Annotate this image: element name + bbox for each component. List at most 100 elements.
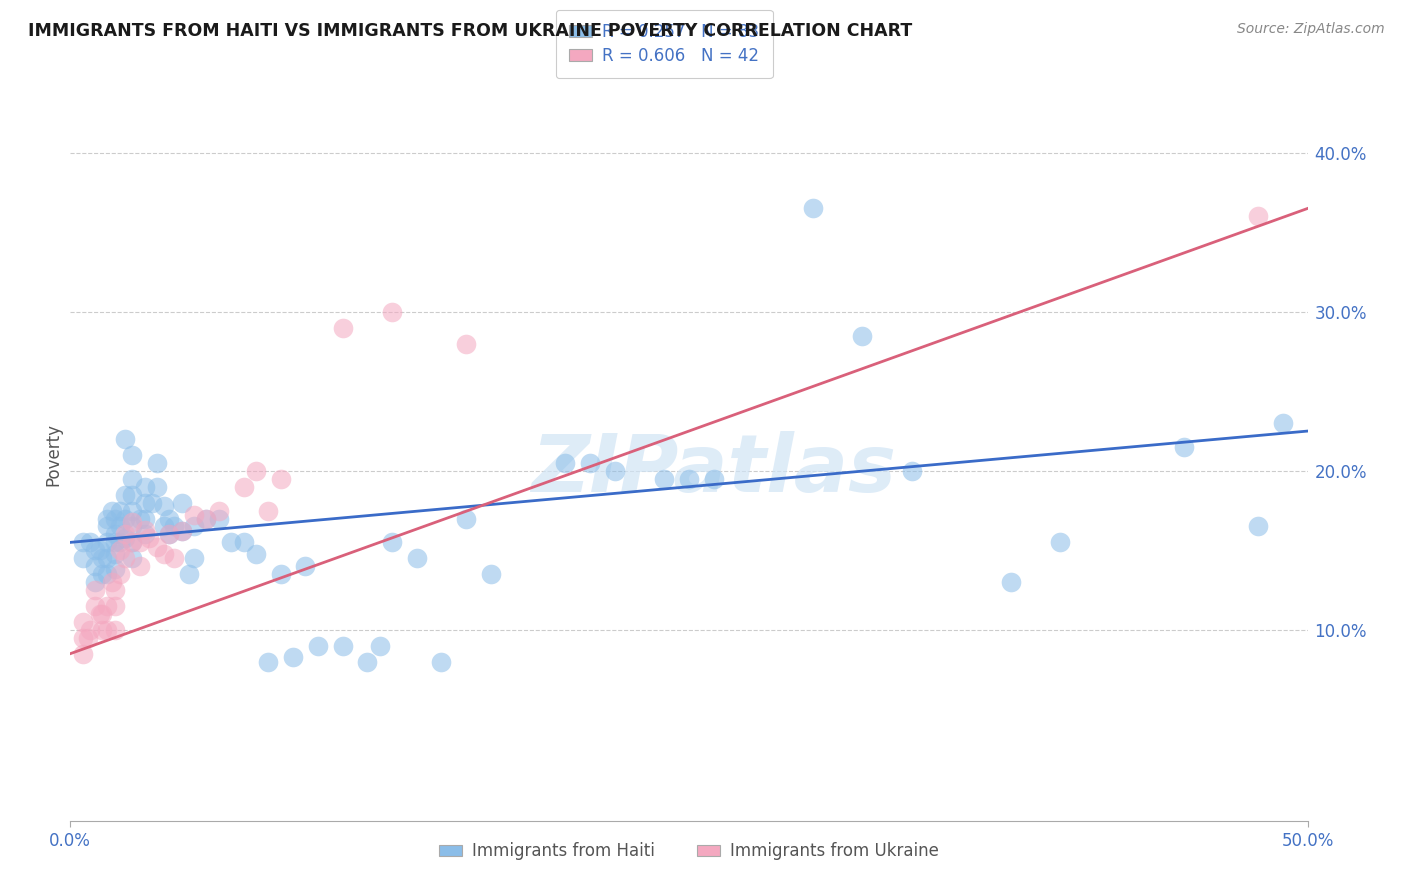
Point xyxy=(84,599,107,613)
Point xyxy=(195,511,218,525)
Point xyxy=(208,503,231,517)
Point xyxy=(89,607,111,621)
Point xyxy=(430,655,453,669)
Legend: Immigrants from Haiti, Immigrants from Ukraine: Immigrants from Haiti, Immigrants from U… xyxy=(432,836,946,867)
Point xyxy=(479,567,502,582)
Point xyxy=(84,543,107,558)
Point xyxy=(128,559,150,574)
Point xyxy=(79,623,101,637)
Point xyxy=(121,535,143,549)
Point xyxy=(232,480,254,494)
Point xyxy=(1049,535,1071,549)
Point xyxy=(96,519,118,533)
Point xyxy=(157,527,180,541)
Point xyxy=(121,551,143,566)
Point xyxy=(257,503,280,517)
Point xyxy=(114,531,136,545)
Point xyxy=(195,511,218,525)
Point xyxy=(121,535,143,549)
Point xyxy=(114,551,136,566)
Point xyxy=(104,527,127,541)
Point xyxy=(91,623,114,637)
Point xyxy=(121,472,143,486)
Point xyxy=(332,320,354,334)
Point xyxy=(801,202,824,216)
Point xyxy=(381,535,404,549)
Point xyxy=(153,499,176,513)
Point xyxy=(146,540,169,554)
Point xyxy=(219,535,242,549)
Point xyxy=(703,472,725,486)
Point xyxy=(84,583,107,598)
Point xyxy=(108,519,131,533)
Point xyxy=(108,503,131,517)
Point xyxy=(121,488,143,502)
Point xyxy=(134,523,156,537)
Point xyxy=(121,503,143,517)
Point xyxy=(368,639,391,653)
Point xyxy=(91,551,114,566)
Point xyxy=(134,495,156,509)
Point xyxy=(170,524,193,539)
Point xyxy=(332,639,354,653)
Y-axis label: Poverty: Poverty xyxy=(44,424,62,486)
Point xyxy=(153,519,176,533)
Point xyxy=(101,503,124,517)
Point xyxy=(554,456,576,470)
Point xyxy=(157,511,180,525)
Point xyxy=(678,472,700,486)
Point xyxy=(183,519,205,533)
Point xyxy=(72,535,94,549)
Point xyxy=(157,527,180,541)
Point xyxy=(381,305,404,319)
Point xyxy=(579,456,602,470)
Point xyxy=(96,511,118,525)
Point xyxy=(163,551,186,566)
Point xyxy=(72,615,94,629)
Point xyxy=(84,559,107,574)
Point xyxy=(104,623,127,637)
Point xyxy=(851,328,873,343)
Point xyxy=(134,527,156,541)
Point xyxy=(294,559,316,574)
Point xyxy=(121,515,143,529)
Point xyxy=(121,519,143,533)
Point xyxy=(141,495,163,509)
Point xyxy=(270,472,292,486)
Point xyxy=(270,567,292,582)
Point xyxy=(108,543,131,558)
Point xyxy=(134,511,156,525)
Point xyxy=(104,535,127,549)
Point xyxy=(72,551,94,566)
Point xyxy=(456,511,478,525)
Point xyxy=(84,575,107,590)
Point xyxy=(108,535,131,549)
Point xyxy=(91,607,114,621)
Point xyxy=(456,336,478,351)
Point xyxy=(1247,519,1270,533)
Point xyxy=(232,535,254,549)
Point xyxy=(121,448,143,462)
Point xyxy=(76,631,98,645)
Point xyxy=(101,575,124,590)
Point xyxy=(79,535,101,549)
Point xyxy=(146,480,169,494)
Point xyxy=(208,511,231,525)
Point xyxy=(281,649,304,664)
Point xyxy=(108,567,131,582)
Point xyxy=(257,655,280,669)
Point xyxy=(104,562,127,576)
Point xyxy=(170,524,193,539)
Point xyxy=(96,567,118,582)
Point xyxy=(183,551,205,566)
Point xyxy=(72,647,94,661)
Point xyxy=(170,495,193,509)
Point xyxy=(146,456,169,470)
Point xyxy=(104,547,127,561)
Point xyxy=(104,599,127,613)
Point xyxy=(1271,416,1294,430)
Text: IMMIGRANTS FROM HAITI VS IMMIGRANTS FROM UKRAINE POVERTY CORRELATION CHART: IMMIGRANTS FROM HAITI VS IMMIGRANTS FROM… xyxy=(28,22,912,40)
Point xyxy=(163,519,186,533)
Point xyxy=(89,543,111,558)
Point xyxy=(96,535,118,549)
